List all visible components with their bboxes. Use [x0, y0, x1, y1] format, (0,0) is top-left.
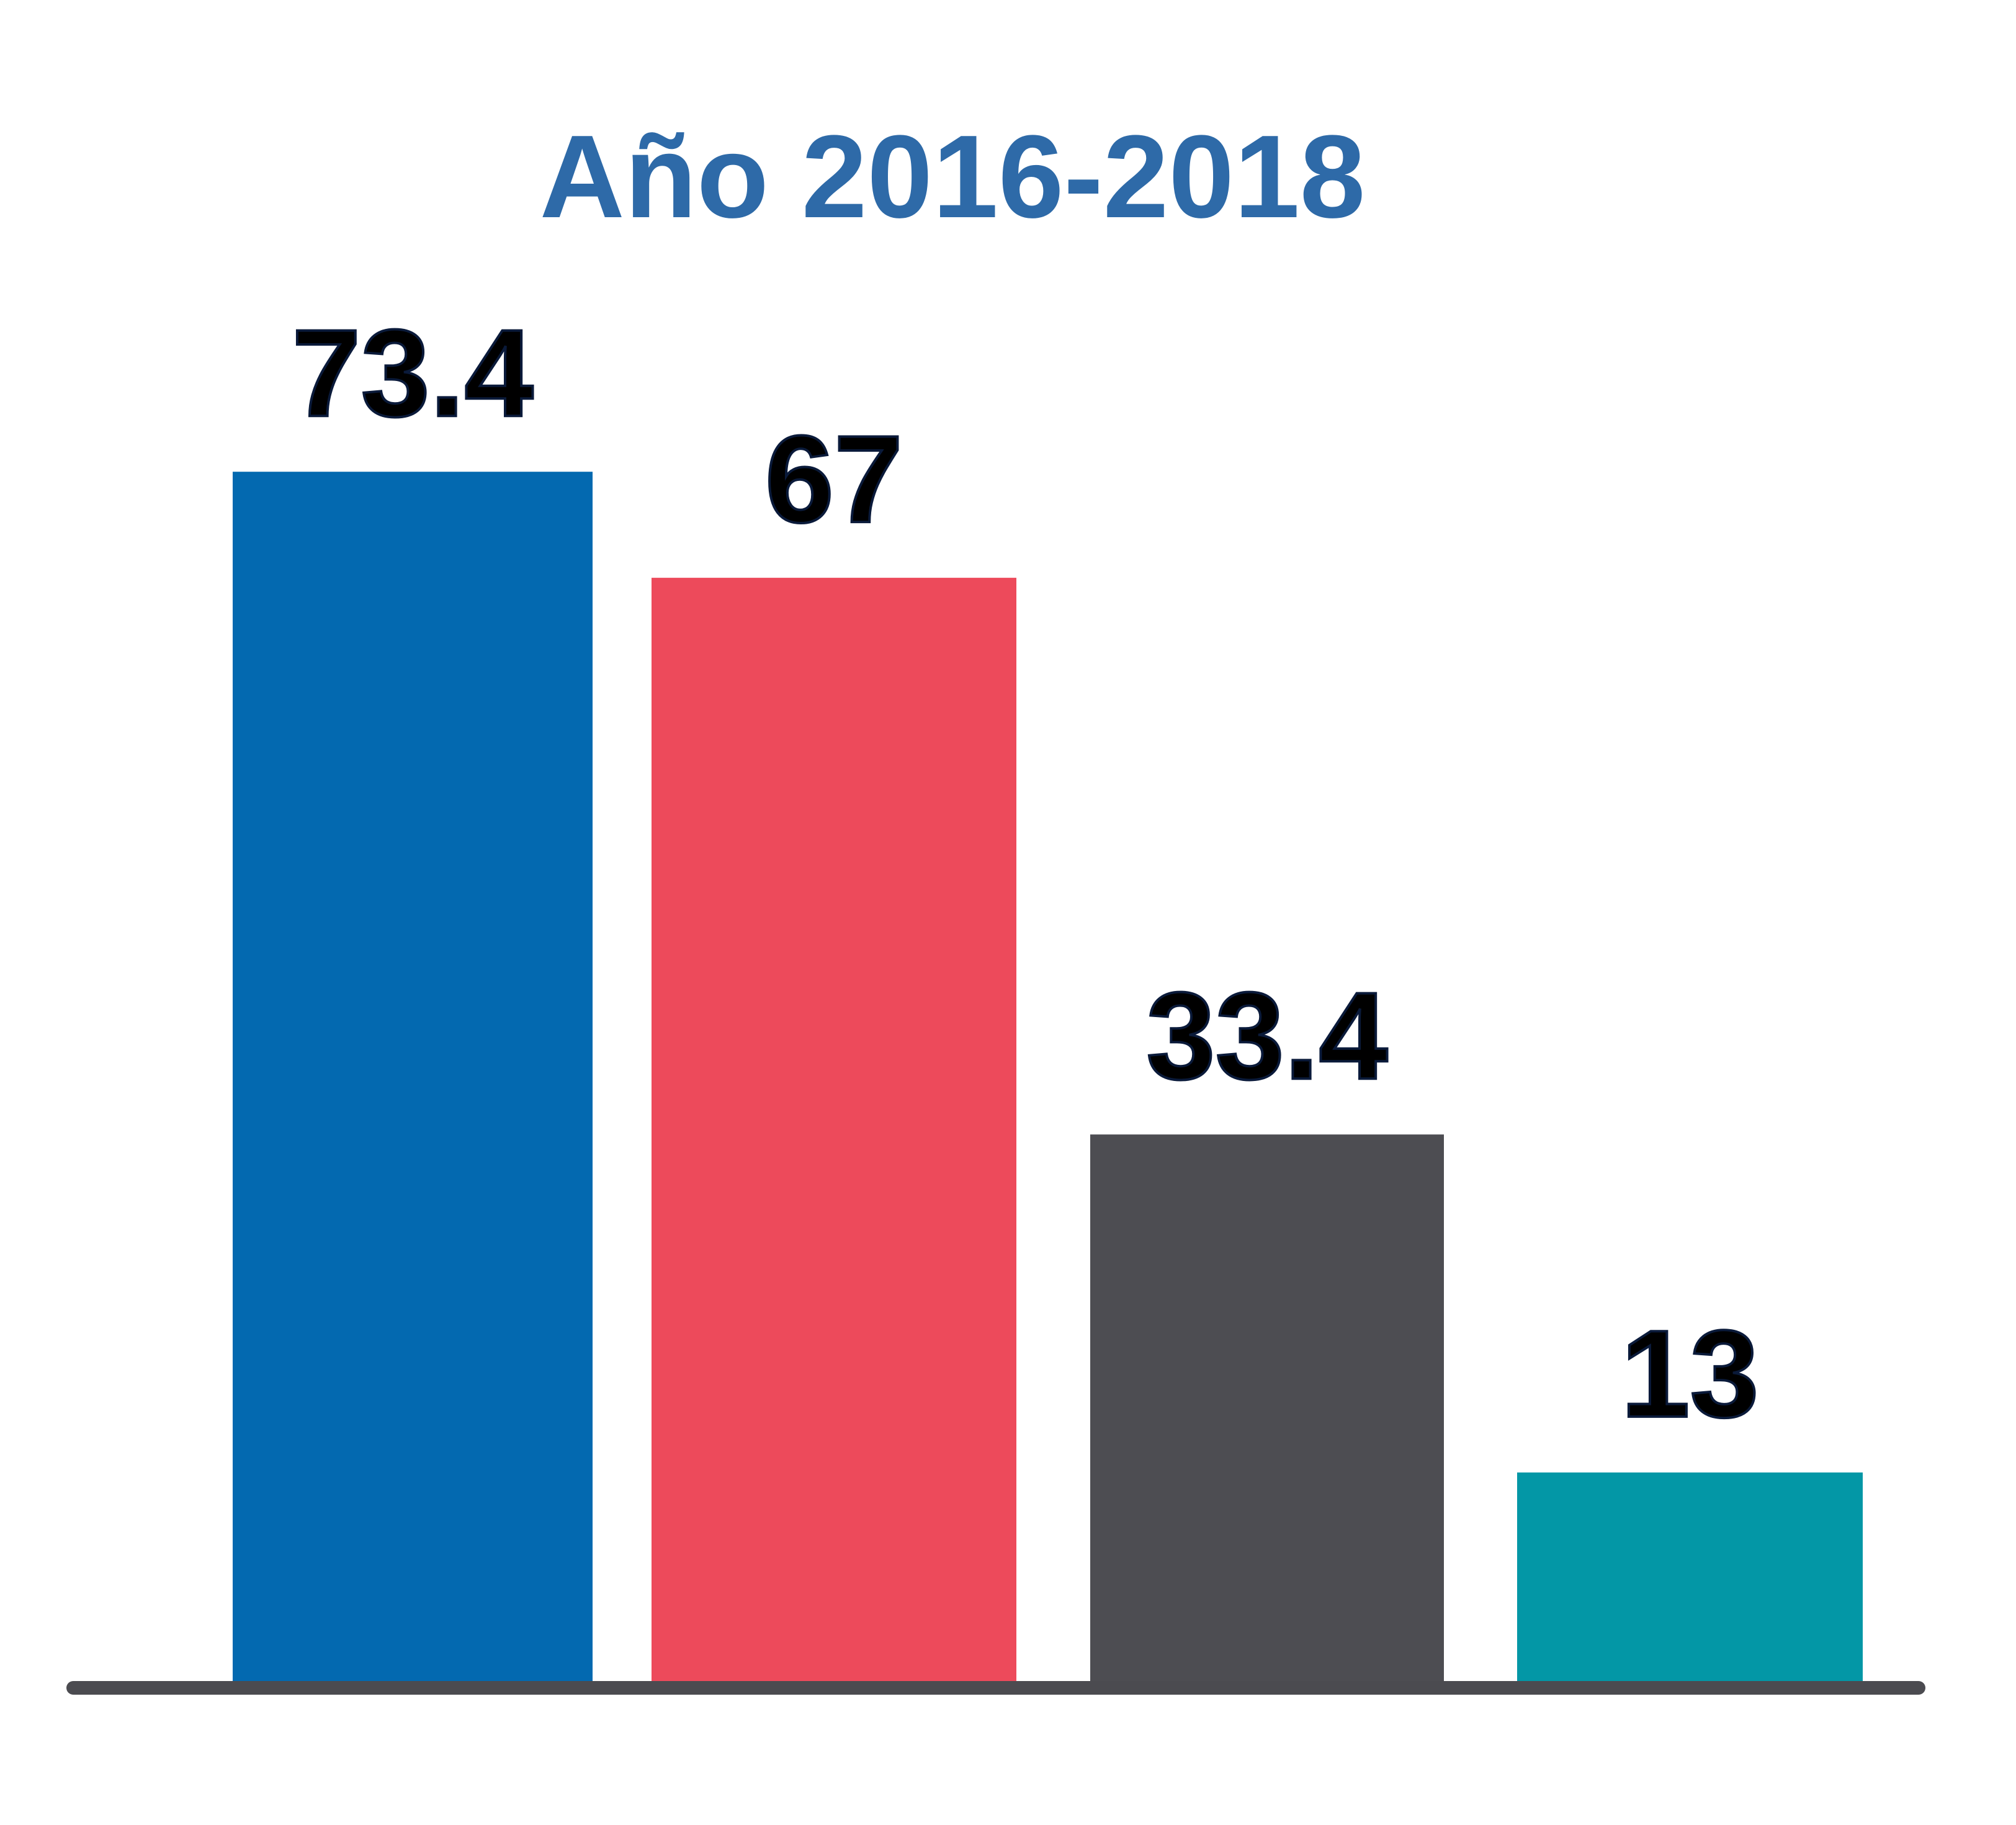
data-label-1: 73.4 [292, 304, 533, 442]
bar-4 [1517, 1472, 1863, 1688]
chart-title: Año 2016-2018 [540, 111, 1366, 243]
bar-1 [233, 472, 593, 1688]
data-label-3: 33.4 [1146, 967, 1387, 1105]
data-label-4: 13 [1621, 1305, 1758, 1443]
bar-group [233, 472, 1863, 1688]
bar-3 [1090, 1134, 1444, 1688]
data-label-2: 67 [765, 410, 903, 549]
data-label-group: 73.4 67 33.4 13 [290, 303, 1760, 1445]
bar-2 [652, 578, 1016, 1688]
